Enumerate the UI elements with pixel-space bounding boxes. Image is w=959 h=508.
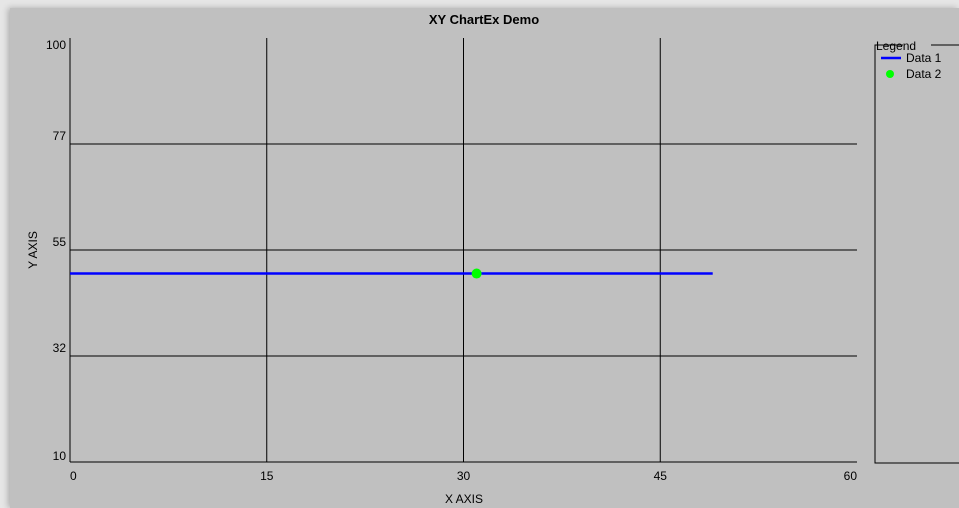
legend-title: Legend [876, 39, 916, 53]
x-tick-label: 30 [457, 469, 471, 483]
chart-panel [10, 8, 959, 508]
legend-label: Data 1 [906, 51, 942, 65]
legend: Legend Data 1 Data 2 [874, 39, 959, 464]
x-axis-label: X AXIS [445, 492, 483, 506]
grid [70, 38, 857, 462]
chart-title: XY ChartEx Demo [429, 12, 539, 27]
legend-frame [874, 44, 959, 464]
series-point-data-2 [471, 268, 482, 279]
series-layer [70, 268, 713, 279]
x-tick-label: 60 [844, 469, 858, 483]
y-axis-label: Y AXIS [26, 231, 40, 269]
y-tick-label: 32 [53, 341, 67, 355]
legend-label: Data 2 [906, 67, 942, 81]
x-tick-labels: 0 15 30 45 60 [70, 469, 857, 483]
y-tick-label: 10 [53, 449, 67, 463]
y-tick-label: 100 [46, 38, 66, 52]
x-tick-label: 15 [260, 469, 274, 483]
y-tick-labels: 100 77 55 32 10 [46, 38, 66, 463]
y-tick-label: 55 [53, 235, 67, 249]
legend-swatch-point [886, 70, 894, 78]
legend-items: Data 1 Data 2 [881, 51, 942, 81]
axes [69, 38, 857, 463]
x-tick-label: 45 [654, 469, 668, 483]
y-tick-label: 77 [53, 129, 67, 143]
x-tick-label: 0 [70, 469, 77, 483]
